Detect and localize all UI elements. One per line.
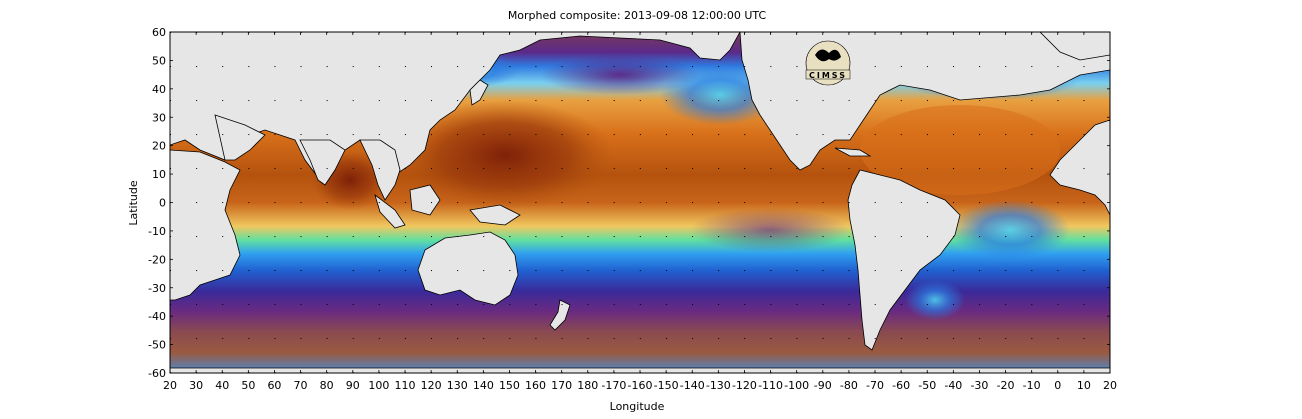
y-tick-label: 10 <box>152 168 166 181</box>
x-tick-label: -130 <box>706 379 731 392</box>
y-tick-label: -40 <box>148 310 166 323</box>
chart-title: Morphed composite: 2013-09-08 12:00:00 U… <box>508 9 767 22</box>
y-tick-label: -10 <box>148 225 166 238</box>
x-tick-label: 70 <box>294 379 308 392</box>
x-tick-label: 130 <box>447 379 468 392</box>
y-tick-label: -30 <box>148 282 166 295</box>
x-tick-label: -10 <box>1023 379 1041 392</box>
y-axis-label: Latitude <box>127 180 140 226</box>
x-tick-label: 140 <box>473 379 494 392</box>
x-tick-label: 110 <box>395 379 416 392</box>
x-tick-label: -160 <box>628 379 653 392</box>
x-tick-label: 10 <box>1077 379 1091 392</box>
x-tick-label: -50 <box>918 379 936 392</box>
x-tick-label: -140 <box>680 379 705 392</box>
x-tick-label: 0 <box>1054 379 1061 392</box>
x-tick-label: 120 <box>421 379 442 392</box>
x-tick-label: -150 <box>654 379 679 392</box>
y-tick-label: -20 <box>148 253 166 266</box>
x-tick-label: -100 <box>784 379 809 392</box>
x-tick-label: -70 <box>866 379 884 392</box>
x-tick-label: 20 <box>163 379 177 392</box>
x-tick-label: 30 <box>189 379 203 392</box>
y-tick-label: -60 <box>148 367 166 380</box>
y-tick-label: 40 <box>152 83 166 96</box>
x-tick-label: -30 <box>970 379 988 392</box>
x-tick-label: 100 <box>368 379 389 392</box>
y-axis-ticks: 60 50 40 30 20 10 0 -10 -20 -30 -40 -50 -60 <box>148 26 1110 380</box>
x-tick-label: 170 <box>551 379 572 392</box>
x-tick-label: 20 <box>1103 379 1117 392</box>
x-tick-label: -20 <box>997 379 1015 392</box>
x-tick-label: -60 <box>892 379 910 392</box>
x-tick-label: 180 <box>577 379 598 392</box>
x-tick-label: 50 <box>241 379 255 392</box>
graticule <box>170 32 1110 373</box>
x-tick-label: -80 <box>840 379 858 392</box>
x-tick-label: 60 <box>267 379 281 392</box>
x-tick-label: -90 <box>814 379 832 392</box>
logo-text: CIMSS <box>809 71 847 80</box>
x-tick-label: 150 <box>499 379 520 392</box>
x-tick-label: -120 <box>732 379 757 392</box>
y-tick-label: -50 <box>148 339 166 352</box>
y-tick-label: 20 <box>152 140 166 153</box>
y-tick-label: 60 <box>152 26 166 39</box>
x-tick-label: -110 <box>758 379 783 392</box>
x-tick-label: 80 <box>320 379 334 392</box>
y-tick-label: 0 <box>159 197 166 210</box>
y-tick-label: 30 <box>152 111 166 124</box>
x-tick-label: 90 <box>346 379 360 392</box>
y-tick-label: 50 <box>152 54 166 67</box>
x-tick-label: 160 <box>525 379 546 392</box>
x-tick-label: -170 <box>601 379 626 392</box>
x-tick-label: 40 <box>215 379 229 392</box>
x-axis-ticks: 20 30 40 50 60 70 80 90 100 110 120 130 140 150 160 170… <box>163 32 1117 392</box>
x-axis-label: Longitude <box>610 400 665 413</box>
x-tick-label: -40 <box>944 379 962 392</box>
cimss-logo: CIMSS <box>805 40 851 86</box>
moisture-field <box>170 32 1110 373</box>
